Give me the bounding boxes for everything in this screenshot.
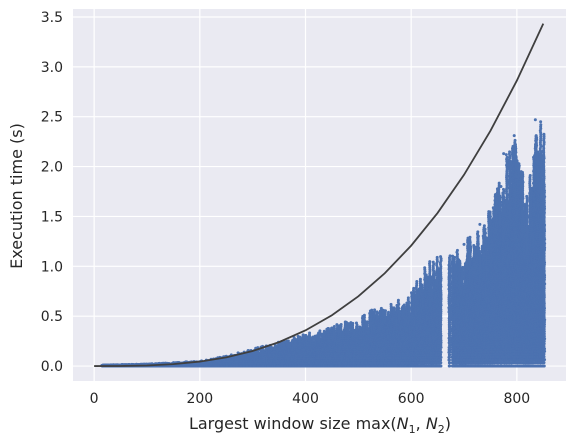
scatter-point	[335, 323, 339, 327]
scatter-point	[362, 313, 366, 317]
scatter-point	[308, 331, 312, 335]
scatter-point	[392, 306, 396, 310]
scatter-point	[339, 323, 343, 327]
scatter-point	[386, 310, 390, 314]
scatter-point	[389, 302, 393, 306]
scatter-point	[318, 329, 322, 333]
scatter-points	[100, 118, 547, 368]
scatter-point	[332, 324, 336, 328]
grid	[73, 9, 566, 381]
scatter-point	[365, 320, 369, 324]
scatter-point	[298, 335, 302, 339]
scatter-point	[383, 309, 387, 313]
scatter-point	[354, 321, 358, 325]
scatter-point	[355, 324, 359, 328]
scatter-point	[351, 321, 355, 325]
scatter-point	[326, 327, 330, 331]
scatter-point	[375, 310, 379, 314]
scatter-point	[286, 339, 290, 343]
scatter-point	[370, 308, 374, 312]
scatter-point	[373, 308, 377, 312]
